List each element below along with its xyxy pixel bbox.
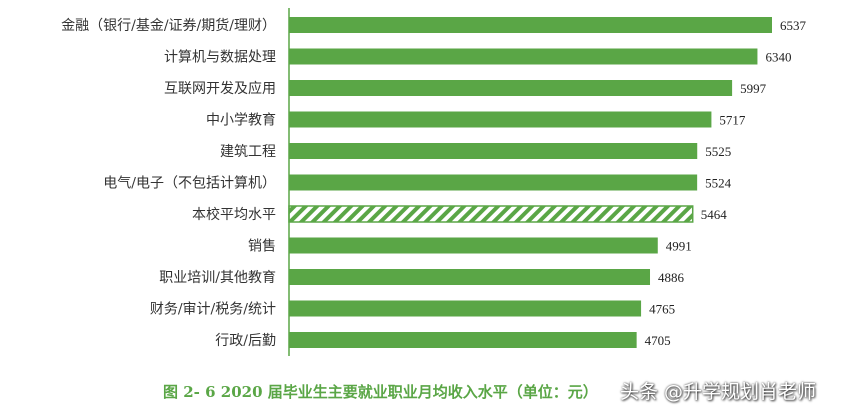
bar	[289, 237, 658, 254]
category-label: 职业培训/其他教育	[159, 270, 276, 286]
bar	[289, 17, 772, 33]
value-label: 5717	[719, 113, 746, 128]
category-label: 金融（银行/基金/证券/期货/理财）	[61, 17, 276, 34]
category-label: 本校平均水平	[192, 206, 276, 223]
bar	[289, 174, 698, 191]
bar	[289, 269, 651, 285]
value-label: 5997	[740, 81, 767, 96]
category-label: 中小学教育	[206, 113, 276, 129]
category-label: 销售	[248, 239, 276, 255]
bar	[288, 205, 694, 223]
category-label: 电气/电子（不包括计算机）	[103, 176, 276, 192]
value-label: 6537	[780, 18, 807, 33]
bar	[289, 80, 733, 96]
bar	[289, 332, 637, 348]
category-label: 计算机与数据处理	[164, 50, 276, 66]
category-label: 行政/后勤	[215, 333, 276, 349]
value-label: 6340	[765, 50, 791, 65]
value-label: 5525	[705, 144, 731, 159]
category-label: 财务/审计/税务/统计	[150, 302, 276, 318]
bar	[289, 48, 758, 65]
value-label: 5464	[701, 207, 728, 222]
value-label: 4765	[649, 302, 675, 317]
chart-caption: 图 2- 6 2020 届毕业生主要就业职业月均收入水平（单位：元）	[163, 383, 598, 401]
value-label: 4991	[666, 239, 692, 254]
value-label: 5524	[705, 176, 732, 191]
category-label: 建筑工程	[220, 144, 276, 160]
bar	[289, 300, 642, 317]
category-label: 互联网开发及应用	[164, 80, 276, 97]
value-label: 4705	[645, 333, 671, 348]
watermark: 头条 @升学规划肖老师	[620, 381, 817, 403]
bar	[289, 143, 698, 159]
bar	[289, 111, 712, 128]
value-label: 4886	[658, 270, 685, 285]
